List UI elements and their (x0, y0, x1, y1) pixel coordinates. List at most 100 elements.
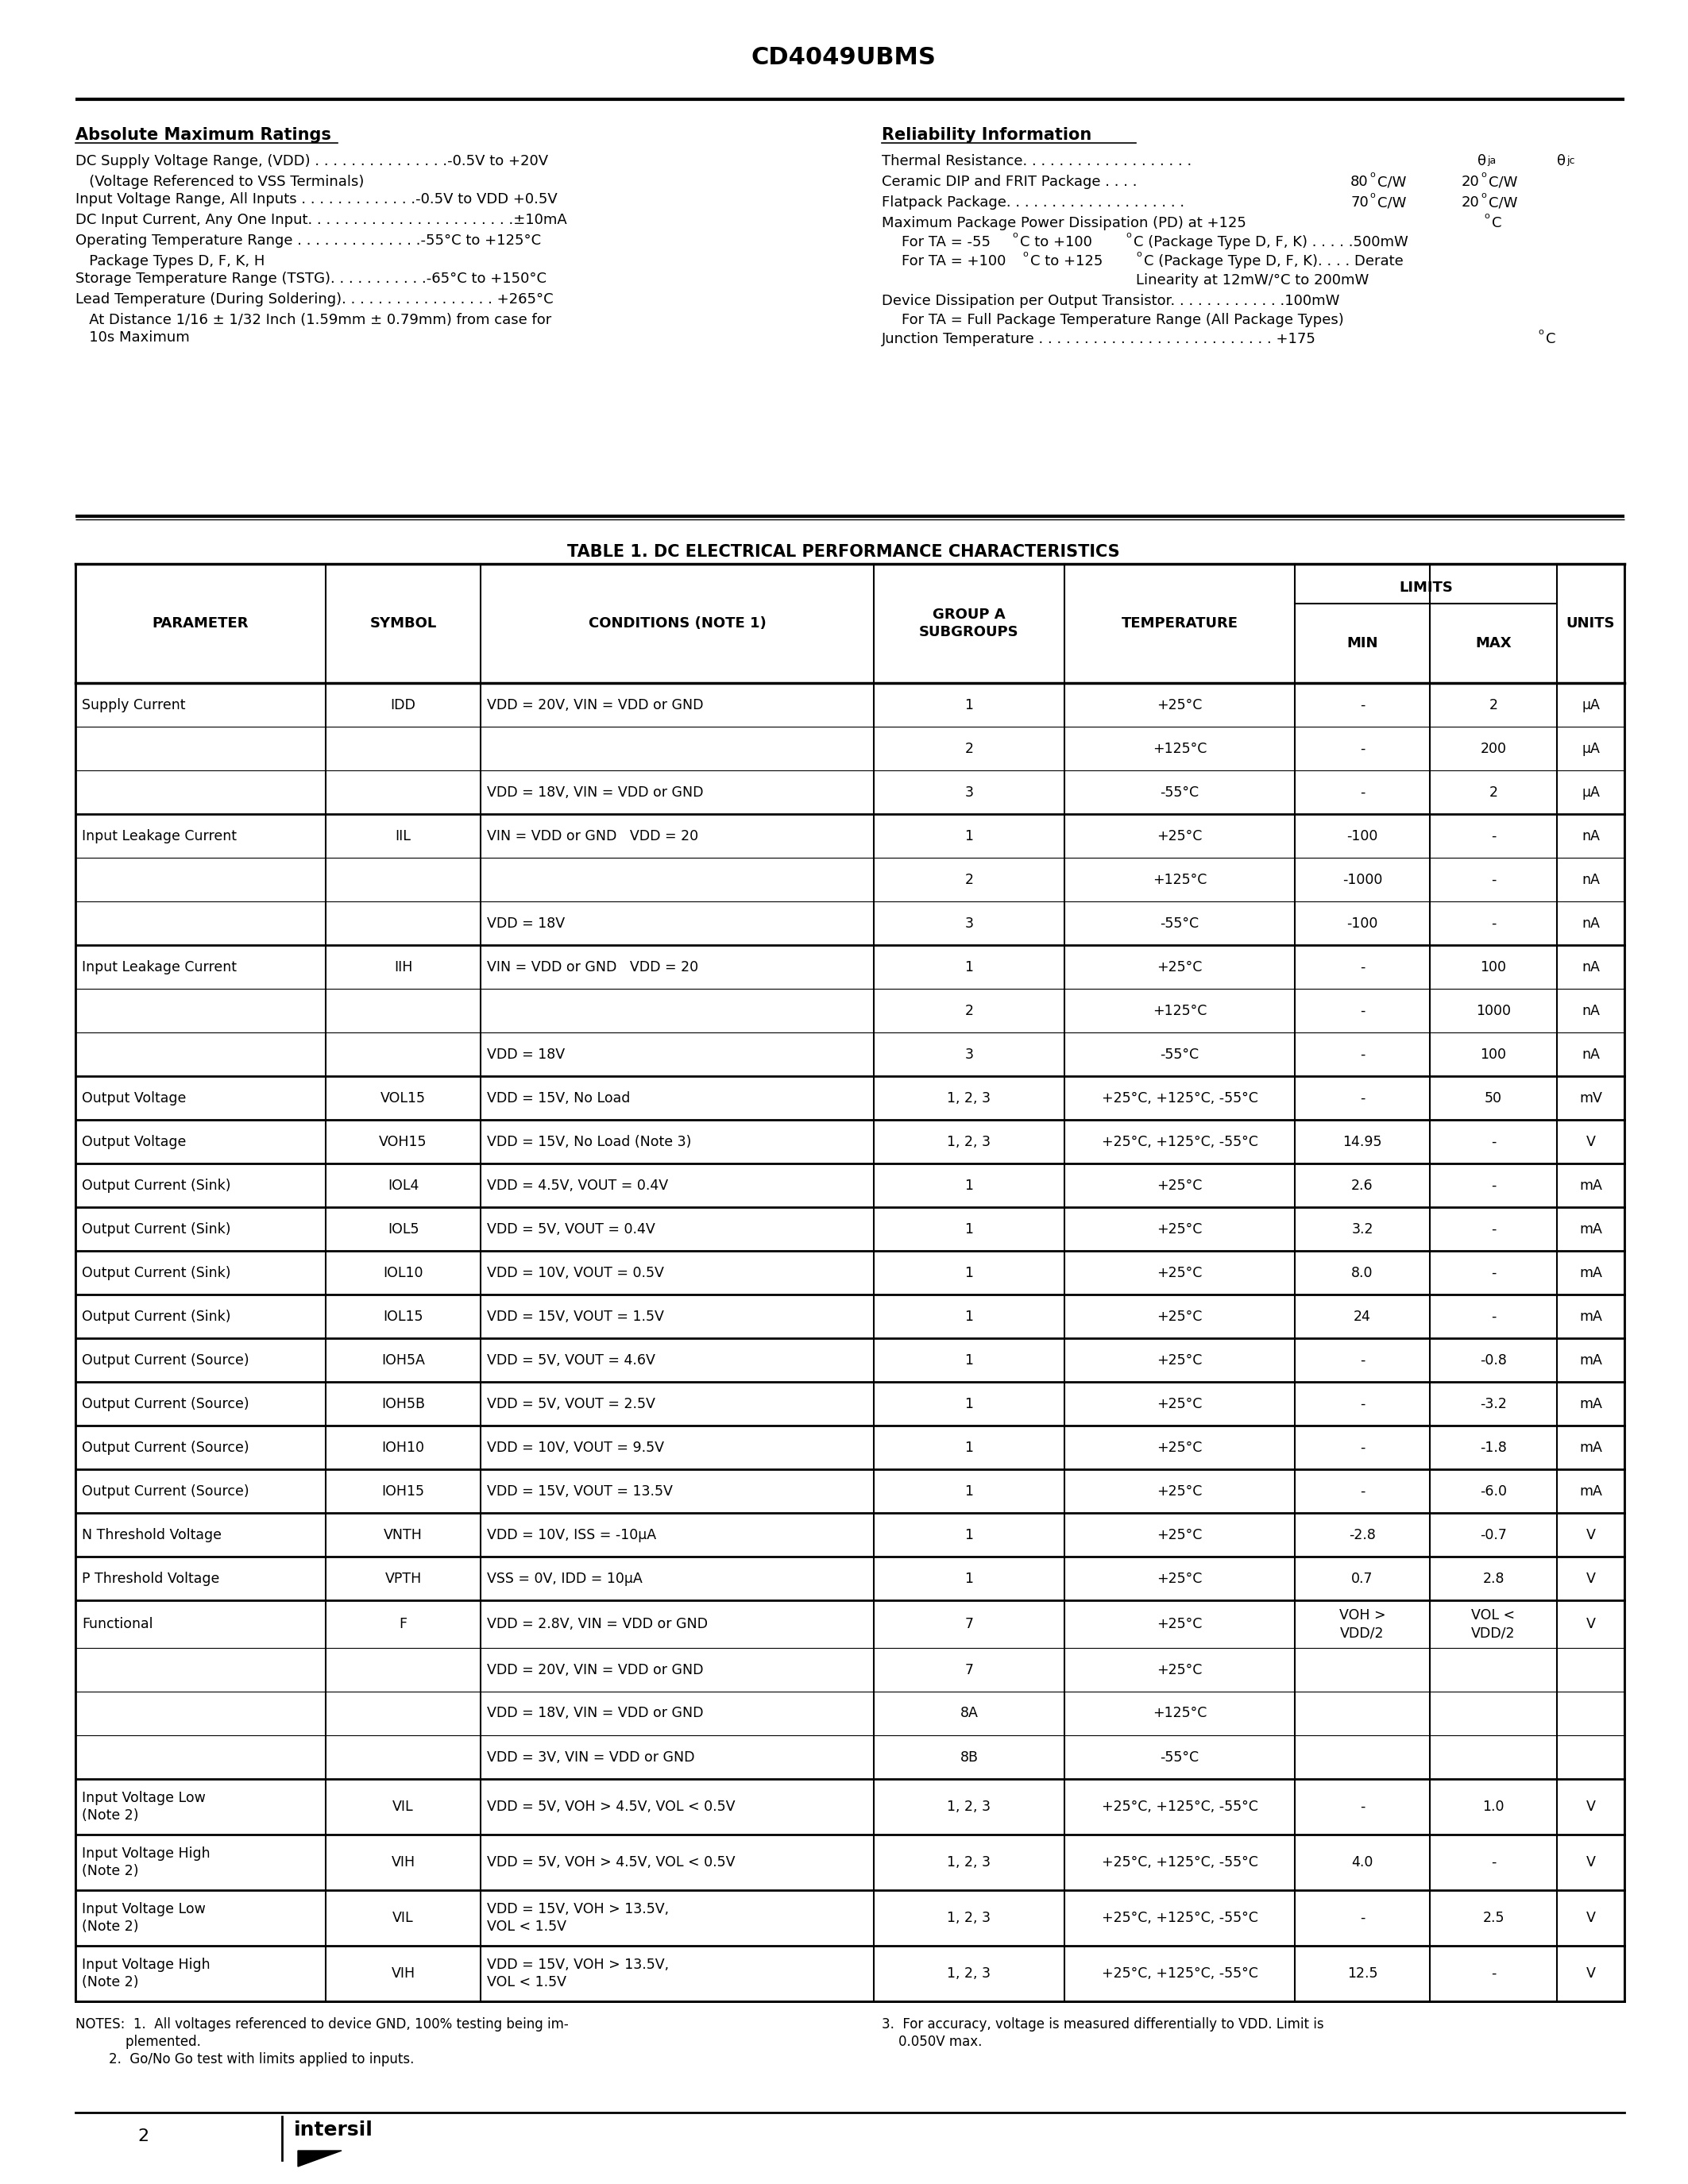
Text: -: - (1361, 1352, 1366, 1367)
Text: VOL15: VOL15 (380, 1090, 425, 1105)
Text: 24: 24 (1354, 1308, 1371, 1324)
Text: +125°C: +125°C (1153, 1706, 1207, 1721)
Text: o: o (1480, 192, 1485, 199)
Text: Output Voltage: Output Voltage (81, 1090, 186, 1105)
Text: +25°C: +25°C (1156, 1616, 1202, 1631)
Text: +125°C: +125°C (1153, 871, 1207, 887)
Text: -: - (1361, 1002, 1366, 1018)
Text: Input Voltage Range, All Inputs . . . . . . . . . . . . .-0.5V to VDD +0.5V: Input Voltage Range, All Inputs . . . . … (76, 192, 557, 207)
Text: intersil: intersil (294, 2121, 373, 2140)
Text: IOL4: IOL4 (388, 1177, 419, 1192)
Text: 50: 50 (1485, 1090, 1502, 1105)
Text: -0.7: -0.7 (1480, 1527, 1507, 1542)
Text: 80: 80 (1350, 175, 1369, 190)
Text: 1: 1 (966, 1483, 974, 1498)
Text: +25°C: +25°C (1156, 1527, 1202, 1542)
Text: 14.95: 14.95 (1342, 1133, 1382, 1149)
Text: 8.0: 8.0 (1352, 1265, 1374, 1280)
Text: +25°C: +25°C (1156, 1439, 1202, 1455)
Text: 1, 2, 3: 1, 2, 3 (947, 1854, 991, 1870)
Text: Maximum Package Power Dissipation (PD) at +125: Maximum Package Power Dissipation (PD) a… (881, 216, 1246, 229)
Text: 2: 2 (966, 1002, 974, 1018)
Text: -: - (1361, 697, 1366, 712)
Text: θ: θ (1556, 155, 1566, 168)
Text: o: o (1538, 328, 1543, 336)
Text: -: - (1491, 1966, 1496, 1981)
Text: 70: 70 (1350, 194, 1369, 210)
Text: jc: jc (1566, 155, 1575, 166)
Text: Absolute Maximum Ratings: Absolute Maximum Ratings (76, 127, 331, 142)
Text: mV: mV (1580, 1090, 1602, 1105)
Text: (Voltage Referenced to VSS Terminals): (Voltage Referenced to VSS Terminals) (76, 175, 365, 190)
Text: Output Voltage: Output Voltage (81, 1133, 186, 1149)
Text: 1, 2, 3: 1, 2, 3 (947, 1911, 991, 1924)
Text: Input Leakage Current: Input Leakage Current (81, 828, 236, 843)
Text: Output Current (Sink): Output Current (Sink) (81, 1221, 231, 1236)
Text: +125°C: +125°C (1153, 1002, 1207, 1018)
Text: Output Current (Source): Output Current (Source) (81, 1439, 250, 1455)
Text: V: V (1587, 1570, 1595, 1586)
Text: 1: 1 (966, 1265, 974, 1280)
Text: 200: 200 (1480, 740, 1506, 756)
Text: 0.050V max.: 0.050V max. (881, 2035, 982, 2049)
Text: Functional: Functional (81, 1616, 154, 1631)
Text: μA: μA (1582, 784, 1600, 799)
Text: V: V (1587, 1854, 1595, 1870)
Text: VDD = 4.5V, VOUT = 0.4V: VDD = 4.5V, VOUT = 0.4V (486, 1177, 668, 1192)
Text: -: - (1491, 871, 1496, 887)
Text: 1000: 1000 (1475, 1002, 1511, 1018)
Text: 2.5: 2.5 (1482, 1911, 1504, 1924)
Text: 1: 1 (966, 959, 974, 974)
Text: TEMPERATURE: TEMPERATURE (1121, 616, 1237, 631)
Text: Input Voltage Low
(Note 2): Input Voltage Low (Note 2) (81, 1791, 206, 1824)
Text: +25°C: +25°C (1156, 1221, 1202, 1236)
Text: +25°C, +125°C, -55°C: +25°C, +125°C, -55°C (1101, 1911, 1258, 1924)
Text: mA: mA (1580, 1177, 1602, 1192)
Text: 8A: 8A (960, 1706, 979, 1721)
Text: plemented.: plemented. (76, 2035, 201, 2049)
Text: Device Dissipation per Output Transistor. . . . . . . . . . . . .100mW: Device Dissipation per Output Transistor… (881, 295, 1340, 308)
Text: 2: 2 (1489, 784, 1497, 799)
Text: PARAMETER: PARAMETER (152, 616, 248, 631)
Text: VDD = 10V, ISS = -10μA: VDD = 10V, ISS = -10μA (486, 1527, 657, 1542)
Text: C to +125: C to +125 (1030, 253, 1102, 269)
Text: -: - (1361, 959, 1366, 974)
Text: VDD = 2.8V, VIN = VDD or GND: VDD = 2.8V, VIN = VDD or GND (486, 1616, 707, 1631)
Text: VDD = 15V, VOH > 13.5V,
VOL < 1.5V: VDD = 15V, VOH > 13.5V, VOL < 1.5V (486, 1957, 668, 1990)
Text: mA: mA (1580, 1439, 1602, 1455)
Text: 2.8: 2.8 (1482, 1570, 1504, 1586)
Text: MAX: MAX (1475, 636, 1511, 651)
Text: 1: 1 (966, 1527, 974, 1542)
Text: -100: -100 (1347, 915, 1377, 930)
Text: -: - (1491, 828, 1496, 843)
Text: Lead Temperature (During Soldering). . . . . . . . . . . . . . . . . +265°C: Lead Temperature (During Soldering). . .… (76, 293, 554, 306)
Text: UNITS: UNITS (1566, 616, 1615, 631)
Text: V: V (1587, 1966, 1595, 1981)
Text: +25°C, +125°C, -55°C: +25°C, +125°C, -55°C (1101, 1966, 1258, 1981)
Text: 2.6: 2.6 (1352, 1177, 1374, 1192)
Text: -: - (1361, 1046, 1366, 1061)
Text: VDD = 18V: VDD = 18V (486, 1046, 565, 1061)
Text: +25°C: +25°C (1156, 1177, 1202, 1192)
Text: 1, 2, 3: 1, 2, 3 (947, 1800, 991, 1815)
Text: VDD = 5V, VOH > 4.5V, VOL < 0.5V: VDD = 5V, VOH > 4.5V, VOL < 0.5V (486, 1800, 736, 1815)
Text: VSS = 0V, IDD = 10μA: VSS = 0V, IDD = 10μA (486, 1570, 643, 1586)
Text: VDD = 5V, VOH > 4.5V, VOL < 0.5V: VDD = 5V, VOH > 4.5V, VOL < 0.5V (486, 1854, 736, 1870)
Text: 1: 1 (966, 1221, 974, 1236)
Text: nA: nA (1582, 828, 1600, 843)
Text: GROUP A
SUBGROUPS: GROUP A SUBGROUPS (920, 607, 1020, 640)
Text: VDD = 15V, VOH > 13.5V,
VOL < 1.5V: VDD = 15V, VOH > 13.5V, VOL < 1.5V (486, 1902, 668, 1933)
Text: Ceramic DIP and FRIT Package . . . .: Ceramic DIP and FRIT Package . . . . (881, 175, 1138, 190)
Text: -2.8: -2.8 (1349, 1527, 1376, 1542)
Text: Output Current (Source): Output Current (Source) (81, 1483, 250, 1498)
Text: DC Supply Voltage Range, (VDD) . . . . . . . . . . . . . . .-0.5V to +20V: DC Supply Voltage Range, (VDD) . . . . .… (76, 155, 549, 168)
Text: -6.0: -6.0 (1480, 1483, 1507, 1498)
Text: +125°C: +125°C (1153, 740, 1207, 756)
Text: LIMITS: LIMITS (1399, 581, 1453, 594)
Text: mA: mA (1580, 1483, 1602, 1498)
Text: Junction Temperature . . . . . . . . . . . . . . . . . . . . . . . . . . +175: Junction Temperature . . . . . . . . . .… (881, 332, 1317, 347)
Text: C: C (1546, 332, 1556, 347)
Text: Input Leakage Current: Input Leakage Current (81, 959, 236, 974)
Text: 4.0: 4.0 (1352, 1854, 1374, 1870)
Text: C/W: C/W (1377, 175, 1406, 190)
